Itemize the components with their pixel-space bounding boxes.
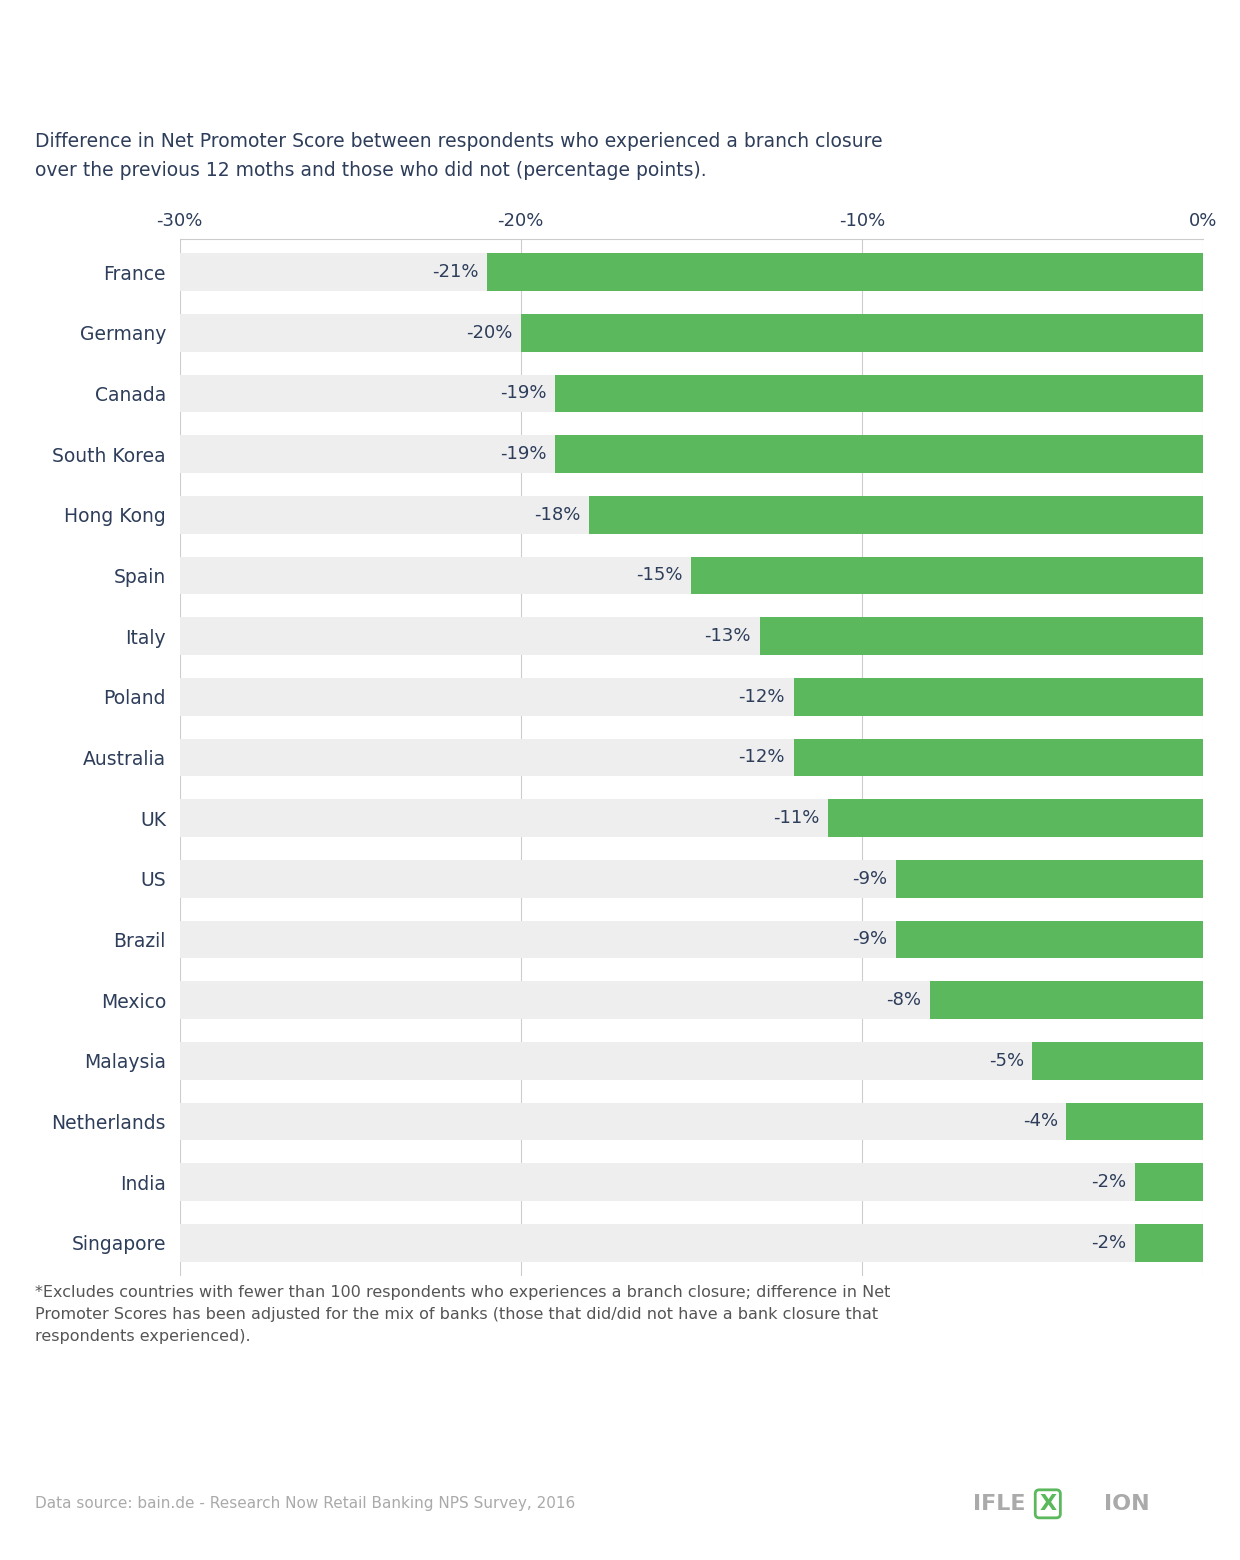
Bar	[930, 981, 1203, 1019]
Bar	[759, 618, 1203, 655]
Bar	[1135, 1164, 1203, 1201]
Text: -12%: -12%	[739, 688, 785, 705]
Bar	[180, 1103, 1203, 1140]
Bar	[180, 1225, 1203, 1262]
Bar	[794, 679, 1203, 716]
Text: -13%: -13%	[704, 627, 751, 644]
Bar	[180, 253, 1203, 290]
Text: -19%: -19%	[500, 384, 547, 402]
Text: -4%: -4%	[1023, 1112, 1058, 1131]
Text: -12%: -12%	[739, 749, 785, 766]
Bar	[180, 435, 1203, 473]
Text: -20%: -20%	[466, 324, 512, 342]
Bar	[895, 920, 1203, 958]
Text: -9%: -9%	[852, 930, 888, 948]
Text: -15%: -15%	[636, 566, 683, 585]
Text: Data source: bain.de - Research Now Retail Banking NPS Survey, 2016: Data source: bain.de - Research Now Reta…	[35, 1496, 575, 1512]
Bar	[895, 860, 1203, 897]
Text: -21%: -21%	[432, 264, 479, 281]
Bar	[486, 253, 1203, 290]
Text: -5%: -5%	[988, 1051, 1024, 1070]
Bar	[180, 860, 1203, 897]
Bar	[180, 314, 1203, 351]
Bar	[589, 496, 1203, 534]
Bar	[180, 738, 1203, 777]
Bar	[180, 618, 1203, 655]
Bar	[180, 1164, 1203, 1201]
Bar	[1135, 1225, 1203, 1262]
Bar	[692, 557, 1203, 594]
Bar	[1066, 1103, 1203, 1140]
Bar	[180, 679, 1203, 716]
Bar	[180, 1042, 1203, 1080]
Bar	[180, 981, 1203, 1019]
Bar	[180, 799, 1203, 836]
Text: *Excludes countries with fewer than 100 respondents who experiences a branch clo: *Excludes countries with fewer than 100 …	[35, 1285, 890, 1345]
Bar	[521, 314, 1203, 351]
Text: -2%: -2%	[1091, 1173, 1126, 1190]
Bar	[794, 738, 1203, 777]
Text: IFLE: IFLE	[973, 1494, 1025, 1513]
Text: ION: ION	[1104, 1494, 1149, 1513]
Bar	[828, 799, 1203, 836]
Text: -9%: -9%	[852, 870, 888, 888]
Text: -11%: -11%	[773, 810, 820, 827]
Bar	[556, 435, 1203, 473]
Text: -8%: -8%	[887, 991, 921, 1009]
Text: X: X	[1039, 1494, 1056, 1513]
Bar	[180, 557, 1203, 594]
Bar	[180, 496, 1203, 534]
Text: -19%: -19%	[500, 445, 547, 463]
Bar	[180, 920, 1203, 958]
Text: BRANCH CLOSURES CORRELATE WITH LOW LOYALTY SCORE: BRANCH CLOSURES CORRELATE WITH LOW LOYAL…	[35, 30, 1096, 61]
Text: -2%: -2%	[1091, 1234, 1126, 1251]
Bar	[180, 374, 1203, 412]
Text: -18%: -18%	[534, 505, 580, 524]
Bar	[1032, 1042, 1203, 1080]
Text: Difference in Net Promoter Score between respondents who experienced a branch cl: Difference in Net Promoter Score between…	[35, 133, 883, 179]
Bar	[556, 374, 1203, 412]
